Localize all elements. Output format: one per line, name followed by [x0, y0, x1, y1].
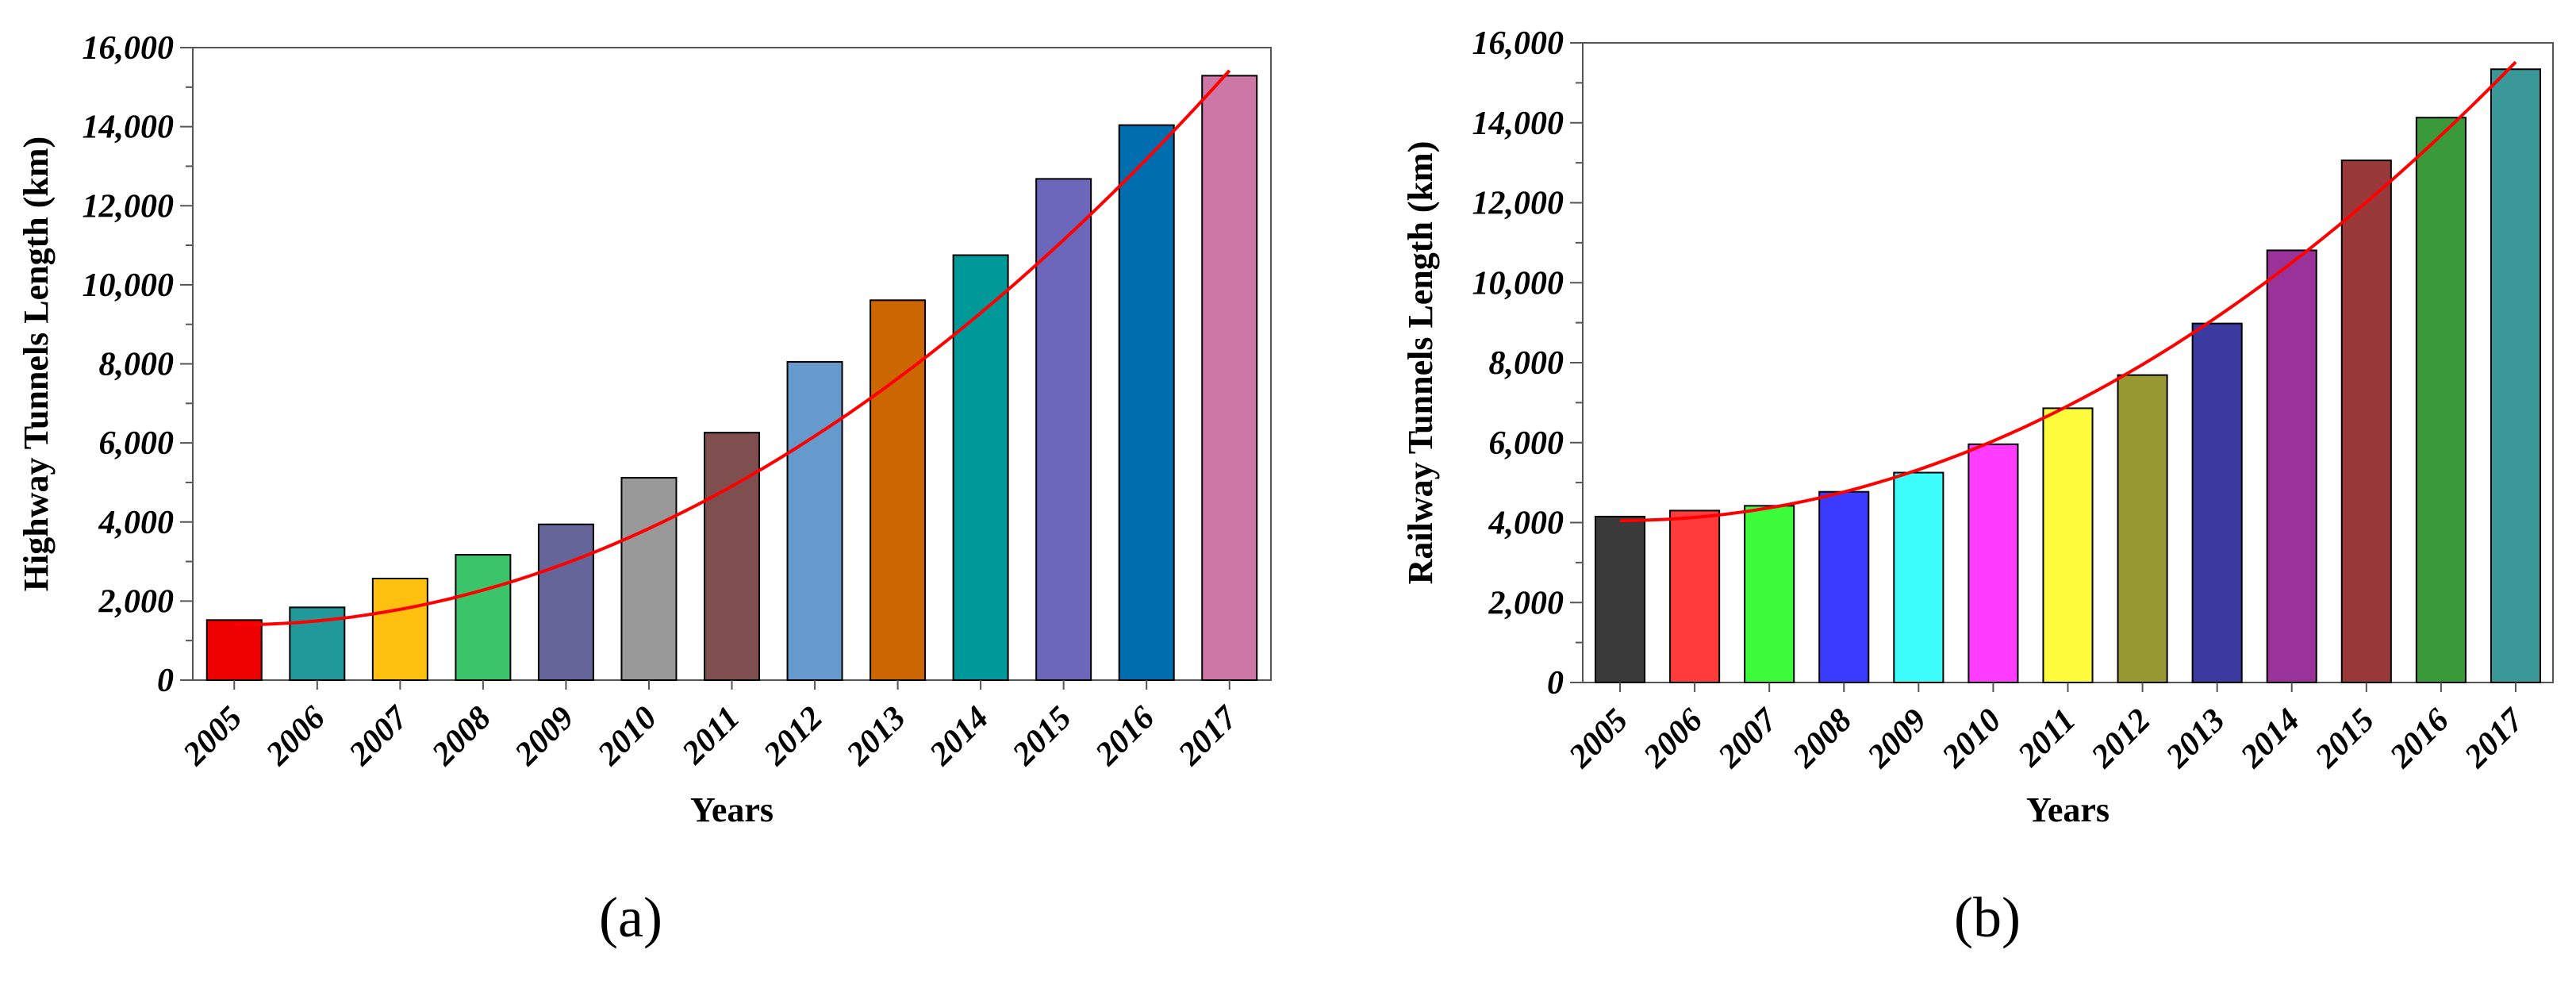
bar-2014	[952, 254, 1009, 681]
trendline	[1619, 60, 2517, 522]
bar-2005	[205, 619, 263, 681]
bar-2015	[2340, 160, 2392, 684]
y-tick-label: 14,000	[83, 110, 175, 146]
x-tick-label: 2010	[590, 700, 664, 774]
bar-2016	[2415, 117, 2467, 684]
x-tick-label: 2017	[1171, 698, 1246, 773]
panel-label: (a)	[599, 886, 662, 949]
y-tick-label: 4,000	[1488, 506, 1564, 542]
y-tick-label: 16,000	[1472, 25, 1564, 62]
x-tick-label: 2014	[923, 700, 996, 774]
y-axis-title: Railway Tunnels Length (km)	[1401, 141, 1440, 585]
bar-2006	[1669, 509, 1721, 684]
y-tick-label: 0	[1547, 665, 1564, 702]
x-tick-label: 2005	[1561, 702, 1635, 776]
bar-2011	[704, 432, 760, 682]
x-tick-label: 2011	[675, 700, 747, 772]
x-tick-label: 2007	[342, 698, 417, 773]
y-tick-label: 8,000	[1489, 345, 1564, 382]
x-tick-label: 2010	[1935, 702, 2009, 776]
bar-2017	[1201, 75, 1258, 681]
y-tick-label: 12,000	[83, 188, 175, 225]
y-tick-label: 16,000	[83, 30, 175, 67]
chart-panel-b: 0 2,000 4,000 6,000 8,000 10,000 12,000 14,000 1…	[1401, 25, 2554, 949]
x-tick-label: 2017	[2457, 701, 2532, 775]
bar-2005	[1594, 515, 1646, 683]
y-tick-label: 6,000	[99, 425, 175, 462]
bar-2017	[2490, 68, 2542, 683]
y-tick-label: 10,000	[83, 267, 175, 304]
chart-panel-a: 0 2,000 4,000 6,000 8,000 10,000 12,000 14,000 1…	[17, 30, 1272, 949]
bar-2012	[2117, 374, 2168, 683]
x-tick-label: 2013	[2159, 702, 2232, 776]
x-tick-label: 2015	[2308, 702, 2382, 776]
bar-2013	[2191, 322, 2243, 683]
y-tick-label: 2,000	[1488, 585, 1564, 621]
bar-2016	[1118, 124, 1175, 681]
bar-2008	[1818, 490, 1870, 683]
x-tick-label: 2014	[2233, 702, 2307, 776]
x-tick-label: 2008	[1786, 702, 1860, 776]
x-axis-title: Years	[690, 790, 774, 829]
bar-2010	[620, 476, 678, 682]
x-tick-label: 2013	[839, 700, 913, 774]
bar-2014	[2266, 249, 2317, 684]
x-tick-label: 2012	[756, 700, 830, 774]
bar-2009	[537, 523, 594, 682]
y-tick-label: 8,000	[99, 347, 175, 383]
y-tick-label: 12,000	[1472, 186, 1564, 222]
panel-label: (b)	[1954, 886, 2021, 949]
trendline	[234, 69, 1231, 627]
x-tick-label: 2016	[1088, 700, 1162, 774]
y-axis-title: Highway Tunnels Length (km)	[17, 136, 56, 591]
x-tick-label: 2006	[259, 700, 332, 774]
x-tick-label: 2011	[2011, 702, 2083, 775]
y-tick-label: 14,000	[1472, 106, 1564, 142]
y-tick-label: 6,000	[1489, 425, 1564, 462]
x-tick-label: 2009	[508, 700, 582, 774]
x-tick-label: 2012	[2084, 702, 2158, 776]
x-tick-label: 2005	[176, 700, 250, 774]
x-tick-label: 2009	[1860, 702, 1934, 776]
bar-2011	[2042, 407, 2094, 683]
x-tick-label: 2008	[424, 700, 498, 774]
y-tick-label: 2,000	[98, 583, 175, 620]
y-tick-label: 10,000	[1472, 265, 1564, 302]
bar-2007	[371, 577, 428, 681]
bar-2008	[455, 554, 512, 681]
y-tick-label: 4,000	[98, 505, 175, 541]
x-tick-label: 2006	[1637, 702, 1710, 776]
x-tick-label: 2007	[1711, 701, 1786, 775]
x-axis-title: Years	[2026, 790, 2110, 829]
bar-2013	[870, 299, 927, 681]
bar-2010	[1968, 443, 2019, 683]
bar-2009	[1893, 471, 1944, 683]
y-tick-label: 0	[157, 663, 174, 699]
x-tick-label: 2015	[1005, 700, 1079, 774]
bar-2007	[1744, 505, 1795, 684]
x-tick-label: 2016	[2382, 702, 2456, 776]
bar-2015	[1035, 178, 1092, 681]
bar-2012	[786, 361, 843, 681]
